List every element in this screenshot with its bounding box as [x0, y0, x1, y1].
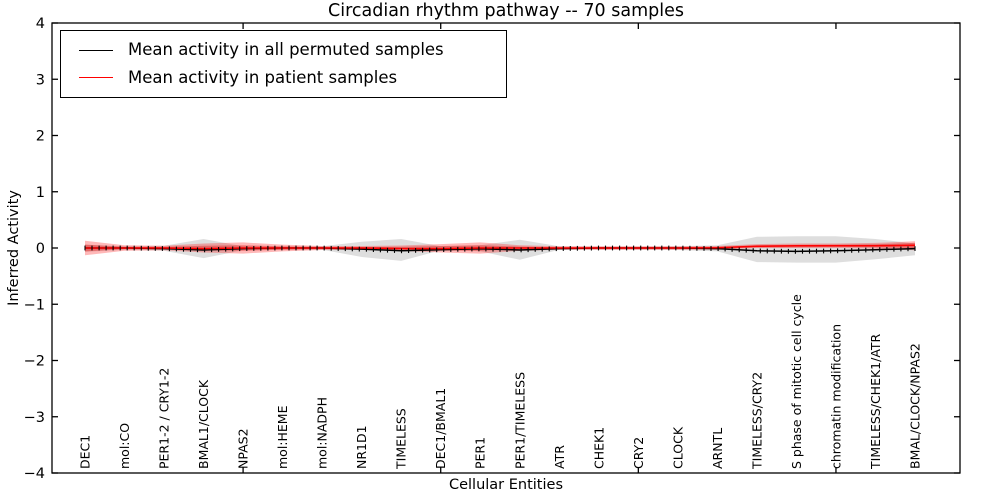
sample-tick-markers	[84, 245, 916, 254]
category-label: PER1/TIMELESS	[512, 372, 527, 469]
category-label: CHEK1	[591, 427, 606, 469]
patient-line-swatch-icon	[79, 77, 113, 79]
legend: Mean activity in all permuted samples Me…	[60, 30, 507, 98]
legend-label-patient: Mean activity in patient samples	[128, 67, 398, 87]
category-label: NPAS2	[236, 428, 251, 469]
category-label: mol:CO	[117, 423, 132, 469]
y-tick-label: −2	[24, 354, 45, 370]
x-axis-label: Cellular Entities	[448, 477, 564, 493]
y-tick-label: 2	[36, 129, 45, 145]
category-label: S phase of mitotic cell cycle	[789, 294, 804, 469]
category-label: TIMELESS/CHEK1/ATR	[868, 333, 883, 470]
y-tick-label: −3	[24, 410, 45, 426]
category-label: CRY2	[631, 437, 646, 469]
y-tick-label: 3	[36, 72, 45, 88]
chart-title: Circadian rhythm pathway -- 70 samples	[328, 1, 684, 21]
permuted-line-swatch-icon	[79, 49, 113, 51]
category-label: TIMELESS/CRY2	[749, 372, 764, 470]
category-label: CLOCK	[670, 426, 685, 469]
legend-label-permuted: Mean activity in all permuted samples	[128, 40, 444, 59]
category-label: chromatin modification	[829, 324, 844, 469]
category-label: ATR	[552, 445, 567, 469]
category-label: ARNTL	[710, 428, 725, 469]
category-label: NR1D1	[354, 425, 369, 469]
y-tick-label: 1	[36, 185, 45, 201]
legend-entry-permuted: Mean activity in all permuted samples	[79, 40, 506, 59]
category-label: mol:HEME	[275, 405, 290, 469]
y-tick-label: 0	[36, 241, 45, 257]
category-label: BMAL/CLOCK/NPAS2	[908, 343, 923, 469]
category-label: PER1-2 / CRY1-2	[157, 368, 172, 469]
category-label: DEC1/BMAL1	[433, 388, 448, 469]
category-label: PER1	[473, 437, 488, 469]
y-tick-label: 4	[36, 16, 45, 32]
category-label: DEC1	[78, 435, 93, 469]
legend-entry-patient: Mean activity in patient samples	[79, 67, 506, 87]
y-axis-label: Inferred Activity	[6, 190, 22, 306]
category-label: mol:NADPH	[315, 397, 330, 469]
category-label: TIMELESS	[394, 408, 409, 470]
y-tick-label: −1	[24, 297, 45, 313]
y-tick-label: −4	[24, 466, 45, 482]
category-label: BMAL1/CLOCK	[196, 379, 211, 469]
